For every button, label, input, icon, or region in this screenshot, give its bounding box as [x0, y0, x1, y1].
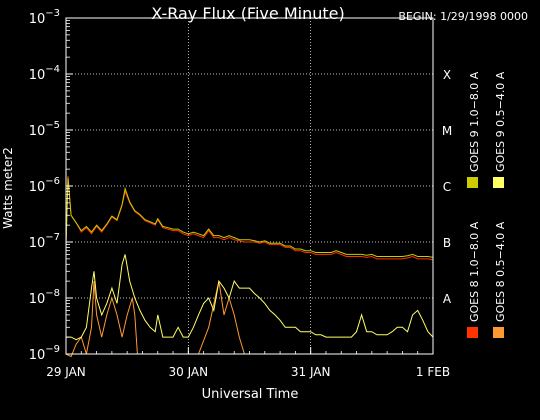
legend-swatch [493, 177, 504, 188]
chart-subtitle: BEGIN: 1/29/1998 0000 [398, 10, 528, 23]
series-line [66, 254, 434, 341]
flare-class-label: A [443, 292, 452, 306]
x-tick-label: 31 JAN [291, 365, 331, 379]
flare-class-label: C [443, 180, 451, 194]
legend-label: GOES 9 0.5−4.0 A [494, 71, 507, 172]
legend-swatch [467, 327, 478, 338]
y-tick-label: 10−4 [29, 64, 60, 83]
y-tick-label: 10−3 [29, 8, 60, 27]
axes: 10−9 10−8 10−7 10−6 10−5 10−4 10−3 29 JAN 30 JAN… [29, 8, 452, 379]
legend-swatch [493, 327, 504, 338]
chart-title: X-Ray Flux (Five Minute) [151, 4, 344, 23]
x-tick-label: 30 JAN [169, 365, 209, 379]
legend-label: GOES 8 1.0−8.0 A [468, 221, 481, 322]
flare-class-label: M [442, 124, 452, 138]
flare-class-label: B [443, 236, 451, 250]
y-axis-label: Watts meter2 [1, 147, 15, 229]
x-tick-label: 1 FEB [416, 365, 450, 379]
y-tick-label: 10−9 [29, 344, 60, 363]
x-axis-label: Universal Time [202, 387, 299, 402]
y-tick-label: 10−7 [29, 232, 60, 251]
y-tick-label: 10−8 [29, 288, 60, 307]
series-line [65, 177, 434, 258]
legend-label: GOES 9 1.0−8.0 A [468, 71, 481, 172]
x-tick-label: 29 JAN [46, 365, 86, 379]
legend-swatch [467, 177, 478, 188]
legend: GOES 8 1.0−8.0 A GOES 8 0.5−4.0 A GOES 9 1… [467, 71, 507, 338]
legend-label: GOES 8 0.5−4.0 A [494, 221, 507, 322]
flare-class-label: X [443, 68, 451, 82]
y-tick-label: 10−5 [29, 120, 60, 139]
y-tick-label: 10−6 [29, 176, 60, 195]
